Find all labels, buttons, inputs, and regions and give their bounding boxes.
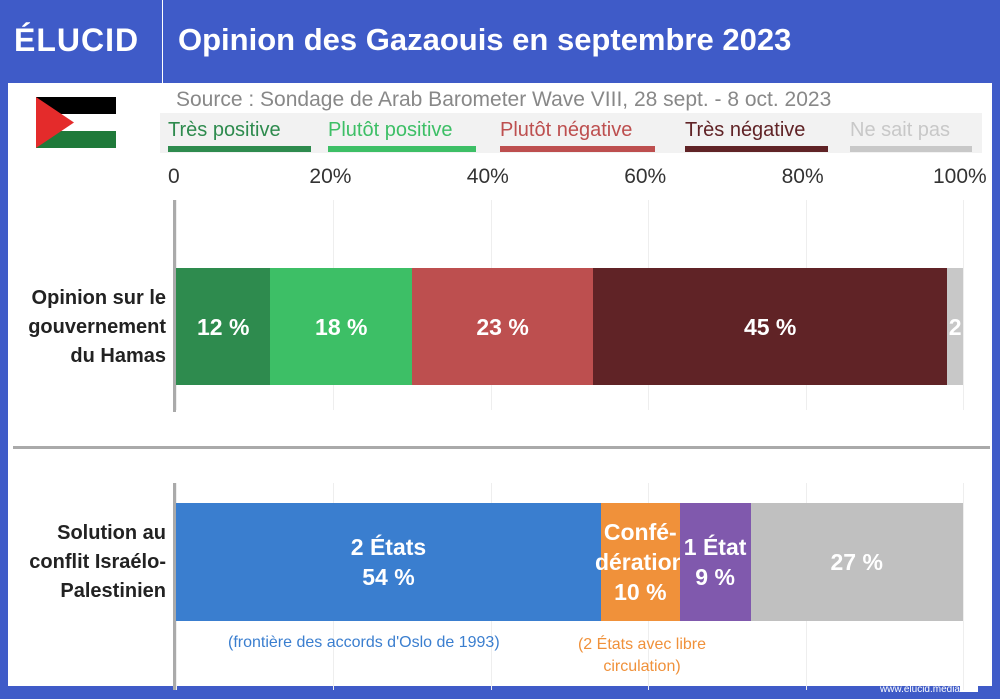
legend-item: Très positive — [168, 119, 311, 152]
legend-swatch — [500, 146, 655, 152]
header: ÉLUCID Opinion des Gazaouis en septembre… — [0, 0, 1000, 83]
legend-swatch — [685, 146, 828, 152]
footer-url[interactable]: www.elucid.media — [879, 684, 960, 695]
category-label: Solution au conflit Israélo-Palestinien — [29, 522, 166, 602]
gridline — [963, 483, 964, 690]
divider — [13, 446, 990, 449]
tick-label: 100% — [933, 165, 987, 188]
category-label: Opinion sur le gouvernement du Hamas — [28, 287, 166, 367]
tick-label: 40% — [466, 165, 509, 188]
gridline — [963, 200, 964, 410]
bar-value-label: dération — [594, 549, 686, 575]
bar-value-label: 9 % — [695, 564, 735, 590]
legend-label: Très positive — [168, 119, 281, 141]
bar-value-label: 54 % — [362, 564, 415, 590]
legend-item: Plutôt négative — [500, 119, 655, 152]
palestine-flag-icon — [36, 97, 116, 148]
header-separator — [162, 0, 163, 83]
legend-item: Très négative — [685, 119, 828, 152]
legend-swatch — [168, 146, 311, 152]
bar-value-label: 27 % — [830, 549, 883, 575]
bar-segment: 2 États 54 % — [176, 503, 601, 621]
bar-note: (frontière des accords d'Oslo de 1993) — [228, 634, 500, 651]
bar-value-label: 10 % — [614, 579, 667, 605]
bar-segment: 23 % — [412, 268, 594, 385]
bar-segment: 12 % — [176, 268, 271, 385]
bar-value-label: 2 États — [350, 534, 427, 560]
legend-label: Plutôt négative — [500, 119, 633, 141]
tick-label: 80% — [781, 165, 824, 188]
legend-swatch — [850, 146, 972, 152]
bar-value-label: 2 — [948, 313, 962, 340]
bar-value-label: 1 État — [683, 534, 747, 560]
bar-segment: Confé-dération 10 % — [595, 503, 686, 621]
bar-segment: 1 État 9 % — [679, 503, 751, 621]
y-axis-line — [173, 483, 176, 690]
page-title: Opinion des Gazaouis en septembre 2023 — [178, 22, 792, 57]
bar-value-label: 45 % — [743, 313, 797, 340]
bar-value-label: Confé- — [603, 519, 677, 545]
legend-item: Plutôt positive — [328, 119, 476, 152]
legend-swatch — [328, 146, 476, 152]
bar-note: (2 États avec libre circulation) — [577, 636, 707, 675]
legend-label: Très négative — [685, 119, 806, 141]
legend-item: Ne sait pas — [850, 119, 972, 152]
y-axis-line — [173, 200, 176, 412]
tick-label: 20% — [309, 165, 352, 188]
bar-segment: 18 % — [270, 268, 413, 385]
legend-label: Plutôt positive — [328, 119, 453, 141]
bar-value-label: 23 % — [476, 313, 529, 340]
elucid-flag-icon — [960, 680, 978, 692]
bar-value-label: 18 % — [315, 313, 368, 340]
bar-value-label: 12 % — [197, 313, 250, 340]
legend-label: Ne sait pas — [850, 119, 951, 141]
bar-segment: 27 % — [750, 503, 963, 621]
bar-segment: 2 — [947, 268, 963, 385]
elucid-logo: ÉLUCID — [14, 22, 140, 58]
source-text: Source : Sondage de Arab Barometer Wave … — [176, 88, 832, 111]
legend: Très positive Plutôt positive Plutôt négat… — [160, 113, 982, 153]
bar-segment: 45 % — [593, 268, 948, 385]
tick-label: 60% — [624, 165, 667, 188]
tick-label: 0 — [168, 165, 180, 188]
